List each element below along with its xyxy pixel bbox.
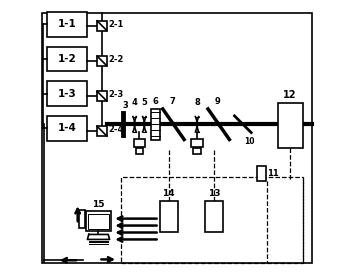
Bar [121, 177, 303, 263]
Text: 8: 8 [194, 98, 200, 107]
Text: 11: 11 [267, 169, 279, 178]
Text: 7: 7 [169, 97, 175, 106]
Bar [97, 126, 107, 136]
Text: 1-2: 1-2 [58, 54, 77, 64]
Text: 10: 10 [244, 137, 255, 146]
Bar [86, 211, 111, 231]
Bar [136, 148, 143, 154]
Bar [205, 201, 223, 232]
Bar [257, 166, 266, 181]
Bar [160, 201, 178, 232]
Text: 13: 13 [208, 189, 221, 198]
Text: 12: 12 [283, 90, 297, 100]
Bar [79, 210, 84, 228]
Text: 15: 15 [92, 200, 105, 209]
Bar [47, 81, 87, 106]
Text: 2-3: 2-3 [108, 90, 124, 99]
Bar [277, 104, 303, 148]
Text: 1-1: 1-1 [58, 19, 77, 29]
Bar [47, 12, 87, 37]
Bar [47, 47, 87, 71]
Text: 2-2: 2-2 [108, 55, 124, 64]
Bar [97, 21, 107, 30]
Text: 14: 14 [162, 189, 175, 198]
Text: 6: 6 [153, 97, 158, 106]
Bar [151, 109, 160, 140]
Text: 3: 3 [122, 101, 128, 110]
Bar [47, 116, 87, 141]
Bar [97, 56, 107, 66]
Bar [192, 139, 203, 147]
Text: 1-4: 1-4 [58, 123, 77, 133]
Bar [134, 139, 145, 147]
Text: 1-3: 1-3 [58, 89, 77, 99]
Text: 2-4: 2-4 [108, 125, 124, 134]
Text: 4: 4 [132, 98, 137, 107]
Bar [88, 214, 109, 229]
Bar [97, 91, 107, 101]
Text: 5: 5 [141, 98, 147, 107]
Text: 2-1: 2-1 [108, 20, 124, 29]
Bar [193, 148, 200, 154]
Text: 9: 9 [214, 97, 220, 106]
